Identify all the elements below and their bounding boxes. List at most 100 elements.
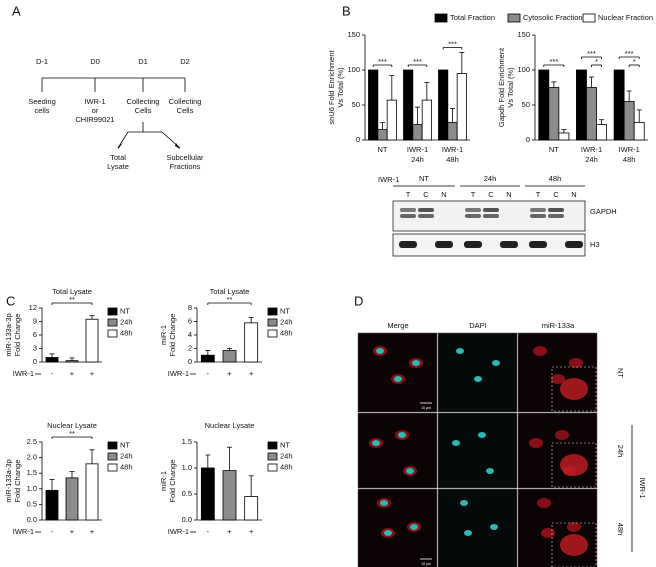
significance: * (633, 57, 636, 66)
y-tick-label: 0 (356, 135, 360, 144)
treatment-sign: - (207, 369, 210, 378)
y-axis-label: Fold Change (13, 460, 22, 503)
nucleus (412, 360, 420, 366)
y-tick-label: 6 (33, 330, 37, 339)
bar (244, 322, 259, 363)
y-tick-label: 0.0 (182, 515, 192, 524)
treatment-sign: + (227, 369, 232, 378)
y-tick-label: 4 (188, 330, 192, 339)
y-tick-label: 6 (188, 316, 192, 325)
significance: *** (549, 57, 558, 66)
lane-label: N (571, 190, 576, 199)
micrograph (357, 412, 438, 489)
protein-label: H3 (590, 240, 600, 249)
output-label: Subcellular (166, 153, 204, 162)
treatment-sign: + (70, 369, 75, 378)
blot-band (548, 214, 564, 218)
lane-label: N (506, 190, 511, 199)
cell-stain (567, 522, 581, 532)
micrograph (517, 488, 598, 567)
output-label: Lysate (107, 162, 129, 171)
legend-label: Total Fraction (450, 13, 495, 22)
treatment-sign: + (90, 527, 95, 536)
cell-stain (569, 358, 583, 368)
nucleus (474, 376, 482, 382)
lane-label: C (553, 190, 559, 199)
x-tick-label: IWR-1 (581, 145, 602, 154)
significance: ** (69, 429, 75, 438)
step-label: IWR-1 (84, 97, 105, 106)
micrograph (357, 488, 438, 567)
x-tick-label: IWR-1 (442, 145, 463, 154)
bar (558, 132, 570, 141)
legend-swatch (582, 13, 596, 23)
legend-swatch (267, 318, 278, 327)
micrograph (437, 332, 518, 413)
bar (65, 360, 79, 363)
nucleus (376, 348, 384, 354)
inset (551, 442, 597, 488)
day-label: D1 (138, 57, 148, 66)
significance: *** (448, 39, 457, 48)
column-header: miR-133a (542, 321, 575, 330)
cell-stain (537, 498, 551, 508)
lane-label: C (423, 190, 429, 199)
panel-label: D (354, 293, 363, 308)
blot-band (530, 214, 546, 218)
bar (623, 101, 635, 141)
bar (65, 477, 79, 521)
treatment-label: IWR-1 (13, 369, 34, 378)
legend-swatch (107, 441, 118, 450)
bar (447, 122, 458, 141)
blot-band (418, 208, 434, 212)
significance: *** (587, 49, 596, 58)
legend-swatch (507, 13, 521, 23)
y-axis-label: miR-1 (159, 325, 168, 345)
blot-band (548, 208, 564, 212)
x-tick-label: NT (549, 145, 559, 154)
bar (576, 69, 587, 141)
bar (586, 87, 597, 141)
row-label: 24h (616, 445, 625, 458)
bar (613, 69, 625, 141)
y-tick-label: 0.5 (27, 499, 37, 508)
bar (456, 73, 467, 141)
treatment-label: IWR-1 (168, 369, 189, 378)
y-tick-label: 2 (188, 343, 192, 352)
step-label: Cells (135, 106, 152, 115)
legend-label: NT (120, 440, 130, 449)
legend-swatch (267, 452, 278, 461)
legend-label: 24h (120, 451, 133, 460)
bar (596, 124, 607, 141)
y-axis-label: Vs Total (%) (336, 67, 345, 108)
y-axis-label: Gapdh Fold Enrichment (497, 47, 506, 127)
cell-stain (551, 374, 565, 384)
chart-title: Total Lysate (210, 287, 250, 296)
y-tick-label: 0 (188, 357, 192, 366)
blot-group: 24h (484, 174, 497, 183)
legend-label: 48h (120, 328, 133, 337)
blot-band (435, 241, 453, 248)
lane-label: T (536, 190, 541, 199)
scale-label: 10 µm (421, 406, 431, 410)
column-header: DAPI (469, 321, 487, 330)
bar (548, 87, 560, 141)
protein-label: GAPDH (590, 207, 617, 216)
y-tick-label: 2.0 (27, 453, 37, 462)
legend-label: NT (280, 306, 290, 315)
y-tick-label: 50 (352, 100, 360, 109)
y-tick-label: 100 (347, 65, 360, 74)
step-label: or (92, 106, 99, 115)
blot-band (400, 214, 416, 218)
y-tick-label: 0.5 (182, 489, 192, 498)
step-label: CHIR99021 (75, 115, 114, 124)
treatment-sign: - (207, 527, 210, 536)
step-label: Cells (177, 106, 194, 115)
significance: * (595, 57, 598, 66)
blot-band (418, 214, 434, 218)
legend-label: 48h (120, 462, 133, 471)
arrow-head (118, 143, 123, 149)
legend-swatch (267, 329, 278, 338)
y-axis-label: miR-133a-3p (4, 459, 13, 502)
y-tick-label: 0 (33, 357, 37, 366)
